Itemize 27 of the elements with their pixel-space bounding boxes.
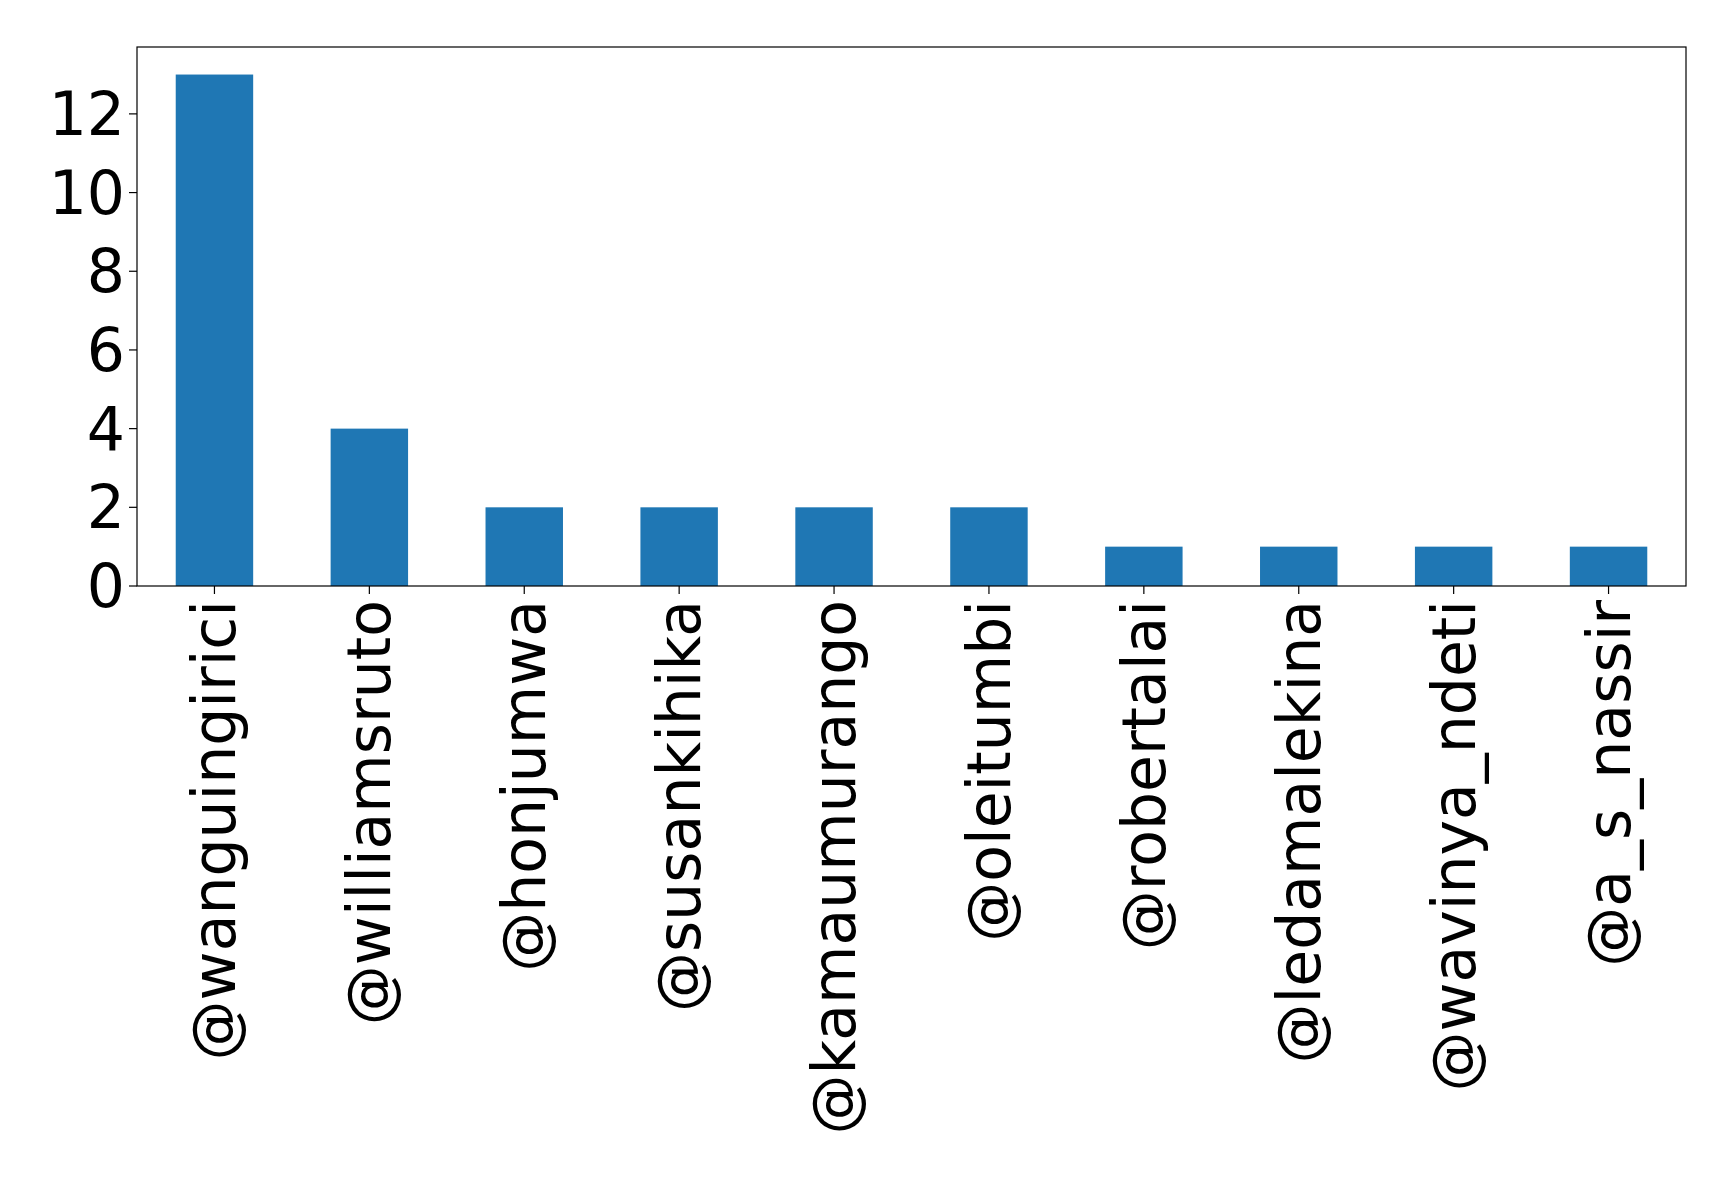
bar	[1260, 546, 1338, 586]
x-tick-label: @ledamalekina	[1263, 600, 1334, 1064]
bar	[950, 507, 1028, 586]
x-tick-label: @oleitumbi	[953, 600, 1024, 942]
bar	[330, 428, 409, 586]
x-tick-label: @kamaumurango	[799, 600, 870, 1135]
x-tick-label: @honjumwa	[489, 600, 560, 972]
y-tick-label: 10	[48, 157, 125, 228]
x-tick-label: @robertalai	[1108, 600, 1179, 951]
y-tick-label: 6	[86, 314, 125, 385]
y-tick-label: 8	[86, 236, 125, 307]
bar	[640, 507, 718, 586]
bar	[1414, 546, 1493, 586]
bar	[1569, 546, 1648, 586]
x-tick-label: @wanguingirici	[179, 600, 250, 1061]
y-tick-label: 0	[86, 551, 125, 621]
bar	[485, 507, 563, 586]
y-tick-label: 2	[86, 472, 125, 543]
x-tick-label: @williamsruto	[334, 600, 405, 1026]
x-tick-label: @a_s_nassir	[1573, 599, 1644, 967]
bar	[795, 507, 873, 586]
bar	[1105, 546, 1183, 586]
y-tick-label: 12	[48, 78, 125, 149]
x-tick-label: @susankihika	[644, 600, 715, 1012]
y-tick-label: 4	[86, 393, 125, 464]
x-tick-label: @wavinya_ndeti	[1418, 600, 1489, 1092]
bar	[175, 74, 254, 586]
